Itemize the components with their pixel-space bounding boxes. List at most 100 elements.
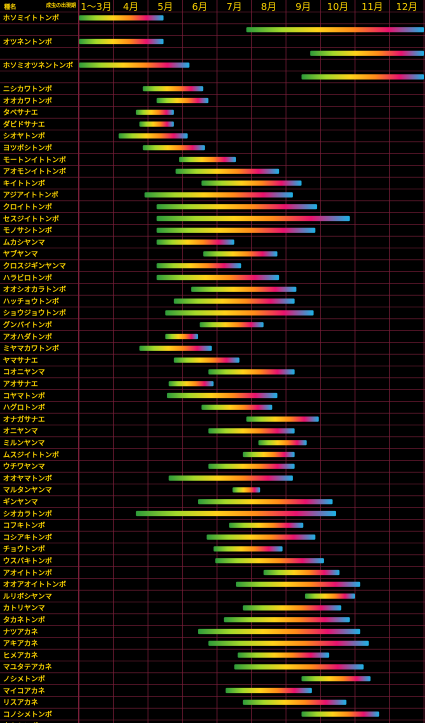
species-label: カトリヤンマ bbox=[3, 604, 45, 612]
emergence-period-bar bbox=[237, 652, 330, 658]
emergence-period-bar bbox=[139, 345, 212, 351]
emergence-period-bar bbox=[135, 510, 337, 517]
emergence-period-bar bbox=[179, 156, 236, 163]
species-label: コヤマトンボ bbox=[3, 391, 45, 400]
emergence-period-bar bbox=[79, 15, 164, 21]
emergence-period-bar bbox=[199, 322, 264, 328]
species-label: コノシメトンボ bbox=[3, 709, 52, 718]
species-label: ホソミオツネントンボ bbox=[3, 60, 73, 69]
month-tick-label-top: 10月 bbox=[327, 2, 349, 13]
species-label: グンバイトンボ bbox=[3, 320, 52, 329]
species-label: ホソミイトトンボ bbox=[3, 13, 59, 22]
emergence-period-bar bbox=[173, 298, 295, 304]
emergence-period-bar bbox=[213, 546, 283, 552]
month-tick-label-top: 4月 bbox=[123, 2, 139, 13]
emergence-period-bar bbox=[208, 369, 295, 375]
species-label: コオニヤンマ bbox=[3, 368, 45, 376]
emergence-period-bar bbox=[173, 357, 240, 363]
emergence-period-bar bbox=[135, 109, 174, 115]
species-label: ハッチョウトンボ bbox=[3, 296, 59, 305]
species-column-header-top: 種名 bbox=[4, 3, 16, 11]
species-label: ショウジョウトンボ bbox=[3, 308, 66, 317]
emergence-period-bar bbox=[208, 463, 295, 469]
species-label: クロスジギンヤンマ bbox=[3, 261, 66, 270]
species-label: コフキトンボ bbox=[3, 521, 45, 530]
species-label: ムスジイトトンボ bbox=[3, 450, 59, 459]
species-label: アジアイトトンボ bbox=[3, 190, 58, 199]
species-label: オニヤンマ bbox=[3, 427, 38, 435]
month-tick-label-top: 8月 bbox=[261, 2, 277, 13]
species-label: ルリボシヤンマ bbox=[3, 591, 52, 600]
emergence-period-bar bbox=[201, 180, 302, 186]
species-label: モノサシトンボ bbox=[3, 226, 52, 235]
species-label: オオヤマトンボ bbox=[3, 473, 52, 482]
species-label: オオカワトンボ bbox=[3, 96, 52, 105]
emergence-period-bar bbox=[235, 581, 361, 587]
species-label: アオサナエ bbox=[3, 380, 38, 388]
species-label: ムカシヤンマ bbox=[3, 238, 45, 246]
species-label: キイトトンボ bbox=[3, 178, 45, 187]
species-label: アオハダトンボ bbox=[3, 332, 52, 341]
emergence-period-bar bbox=[142, 86, 204, 92]
month-tick-label-top: 5月 bbox=[157, 2, 173, 13]
emergence-period-bar bbox=[301, 676, 371, 682]
species-label: マイコアカネ bbox=[3, 687, 45, 695]
emergence-period-bar bbox=[301, 74, 424, 80]
emergence-period-bar bbox=[156, 215, 350, 222]
emergence-period-bar bbox=[79, 38, 164, 45]
emergence-period-bar bbox=[156, 239, 235, 245]
emergence-period-bar bbox=[156, 274, 280, 281]
month-tick-label-top: 6月 bbox=[192, 2, 208, 13]
emergence-period-bar bbox=[118, 133, 188, 139]
species-label: クロイトトンボ bbox=[3, 202, 52, 211]
emergence-period-bar bbox=[258, 440, 307, 446]
species-label: セスジイトトンボ bbox=[3, 214, 59, 223]
species-label: マユタテアカネ bbox=[3, 662, 52, 671]
emergence-period-bar bbox=[310, 50, 424, 56]
species-label: シオヤトンボ bbox=[3, 131, 45, 140]
species-label: オオアオイトトンボ bbox=[3, 580, 66, 589]
species-label: ヤブヤンマ bbox=[3, 249, 38, 258]
emergence-period-bar bbox=[144, 192, 293, 198]
species-label: チョウトンボ bbox=[3, 544, 45, 553]
species-label: ダビドサナエ bbox=[3, 119, 45, 128]
emergence-period-bar bbox=[203, 251, 278, 257]
emergence-period-bar bbox=[191, 286, 297, 292]
species-label: ニシカワトンボ bbox=[3, 84, 52, 93]
emergence-period-bar bbox=[225, 687, 312, 694]
species-label: ヨツボシトンボ bbox=[3, 143, 52, 152]
emergence-period-bar bbox=[166, 392, 278, 399]
emergence-period-bar bbox=[242, 451, 295, 458]
species-label: オナガサナエ bbox=[3, 414, 45, 423]
emergence-period-bar bbox=[165, 310, 314, 316]
species-label: ウスバキトンボ bbox=[3, 556, 52, 565]
emergence-period-bar bbox=[198, 628, 361, 635]
emergence-period-bar bbox=[139, 121, 174, 127]
emergence-period-bar bbox=[263, 569, 340, 576]
species-label: オオシオカラトンボ bbox=[3, 285, 66, 294]
month-tick-label-top: 12月 bbox=[396, 2, 418, 13]
species-label: ミヤマカワトンボ bbox=[3, 344, 59, 353]
emergence-period-bar bbox=[246, 416, 319, 422]
emergence-period-bar bbox=[156, 227, 316, 233]
species-label: コシアキトンボ bbox=[3, 532, 52, 541]
emergence-period-bar bbox=[208, 640, 369, 646]
emergence-period-bar bbox=[201, 404, 273, 410]
species-label: アオイトトンボ bbox=[3, 568, 52, 577]
emergence-period-bar bbox=[301, 711, 380, 717]
emergence-period-bar bbox=[156, 204, 318, 210]
emergence-period-bar bbox=[156, 97, 209, 104]
species-label: ヤマサナエ bbox=[3, 356, 38, 364]
emergence-period-bar bbox=[304, 593, 355, 599]
species-label: ノシメトンボ bbox=[3, 674, 45, 683]
month-tick-label-top: 7月 bbox=[226, 2, 242, 13]
species-label: リスアカネ bbox=[3, 699, 38, 707]
emergence-period-bar bbox=[232, 487, 261, 493]
species-label: ハラビロトンボ bbox=[3, 273, 52, 282]
species-label: ミルンヤンマ bbox=[3, 439, 45, 447]
species-label: ハグロトンボ bbox=[3, 403, 45, 412]
emergence-period-bar bbox=[242, 699, 347, 705]
species-label: アオモンイトトンボ bbox=[3, 167, 66, 176]
emergence-period-bar bbox=[242, 605, 342, 611]
